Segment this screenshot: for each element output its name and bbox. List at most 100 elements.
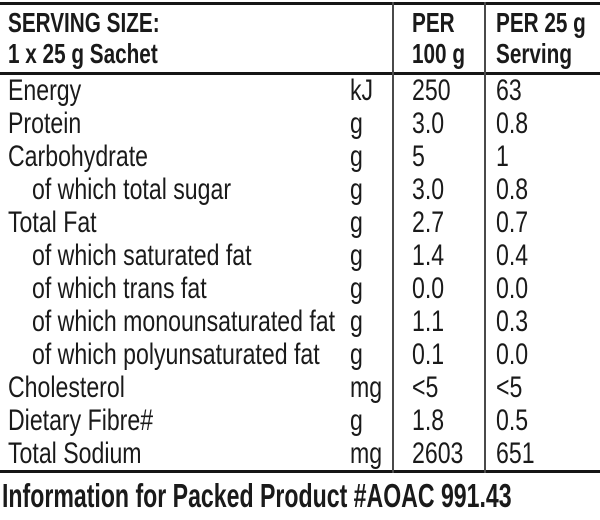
nutrient-unit-cell: mg xyxy=(350,370,392,404)
table-row: Total Sodium mg 2603 651 xyxy=(0,437,600,470)
nutrient-unit-cell: g xyxy=(350,240,392,272)
nutrient-unit-cell: g xyxy=(350,174,392,206)
per-25g-value: 0.0 xyxy=(496,337,529,371)
per-25g-value-cell: 651 xyxy=(484,436,600,470)
per-100g-value-cell: 2.7 xyxy=(392,207,484,239)
nutrient-unit: g xyxy=(350,107,363,141)
table-row: Total Fat g 2.7 0.7 xyxy=(0,207,600,240)
per-100g-value-cell: 5 xyxy=(392,141,484,173)
footer-note: Information for Packed Product #AOAC 991… xyxy=(2,479,600,513)
nutrient-label-cell: Cholesterol xyxy=(0,370,350,404)
nutrient-unit-cell: g xyxy=(350,337,392,371)
per-25g-value: 651 xyxy=(496,436,535,470)
table-top-rule xyxy=(0,2,600,5)
per-25g-value-cell: 0.8 xyxy=(484,174,600,206)
table-row: of which monounsaturated fat g 1.1 0.3 xyxy=(0,305,600,338)
nutrient-label-cell: Dietary Fibre# xyxy=(0,403,350,437)
per-25g-value-cell: <5 xyxy=(484,370,600,404)
nutrient-label: of which polyunsaturated fat xyxy=(32,337,320,371)
per-100g-value-cell: 0.1 xyxy=(392,337,484,371)
nutrient-unit-cell: g xyxy=(350,272,392,305)
per-25g-value: 0.8 xyxy=(496,173,529,207)
per-100g-value: 0.0 xyxy=(412,271,445,305)
nutrient-label-cell: Protein xyxy=(0,108,350,140)
nutrient-unit-cell: mg xyxy=(350,436,392,470)
nutrient-unit: g xyxy=(350,239,363,273)
table-row: Protein g 3.0 0.8 xyxy=(0,108,600,141)
nutrient-label: Total Fat xyxy=(8,206,97,240)
nutrient-label: Total Sodium xyxy=(8,436,142,470)
per-25g-label-line1: PER 25 g xyxy=(496,7,586,38)
column-header-per-100g: PER 100 g xyxy=(412,7,484,69)
per-100g-value-cell: 3.0 xyxy=(392,108,484,140)
nutrient-label: of which saturated fat xyxy=(32,239,252,273)
nutrient-unit: kJ xyxy=(350,74,374,108)
per-25g-value: 0.4 xyxy=(496,239,529,273)
per-25g-value: <5 xyxy=(496,370,523,404)
per-100g-value-cell: 250 xyxy=(392,75,484,107)
per-100g-value: 0.1 xyxy=(412,337,445,371)
serving-size-header: SERVING SIZE: 1 x 25 g Sachet xyxy=(8,7,213,69)
table-bottom-rule xyxy=(0,470,600,473)
nutrient-unit: g xyxy=(350,337,363,371)
nutrient-label: of which monounsaturated fat xyxy=(32,304,336,338)
nutrient-unit: g xyxy=(350,304,363,338)
per-100g-value-cell: 2603 xyxy=(392,437,484,470)
per-25g-value: 0.3 xyxy=(496,304,529,338)
nutrient-unit: g xyxy=(350,173,363,207)
per-25g-value-cell: 1 xyxy=(484,141,600,173)
table-row: Carbohydrate g 5 1 xyxy=(0,141,600,174)
per-25g-value-cell: 0.7 xyxy=(484,207,600,239)
nutrient-unit: g xyxy=(350,140,363,174)
nutrient-label-cell: Total Fat xyxy=(0,207,350,239)
per-25g-value-cell: 0.0 xyxy=(484,337,600,371)
nutrient-label: Protein xyxy=(8,107,82,141)
column-divider-per100 xyxy=(392,2,394,473)
nutrient-label: Cholesterol xyxy=(8,370,125,404)
nutrient-label-cell: Energy xyxy=(0,75,350,107)
nutrient-rows: Energy kJ 250 63 Protein g 3.0 0.8 Carbo… xyxy=(0,75,600,470)
per-100g-value-cell: 1.1 xyxy=(392,304,484,338)
nutrient-label: Dietary Fibre# xyxy=(8,403,154,437)
nutrient-label-cell: of which total sugar xyxy=(0,174,350,206)
nutrient-unit: mg xyxy=(350,370,383,404)
header-separator-rule xyxy=(0,72,600,75)
nutrient-label-cell: of which trans fat xyxy=(0,271,350,305)
table-row: Cholesterol mg <5 <5 xyxy=(0,371,600,404)
nutrient-label-cell: of which saturated fat xyxy=(0,240,350,272)
per-25g-value: 1 xyxy=(496,140,509,174)
nutrient-unit-cell: g xyxy=(350,404,392,437)
per-25g-value-cell: 63 xyxy=(484,75,600,107)
per-100g-value: 250 xyxy=(412,74,451,108)
per-25g-value: 0.0 xyxy=(496,271,529,305)
per-25g-value-cell: 0.8 xyxy=(484,108,600,140)
per-100g-value: 3.0 xyxy=(412,107,445,141)
table-row: of which total sugar g 3.0 0.8 xyxy=(0,174,600,207)
nutrient-label-cell: Carbohydrate xyxy=(0,141,350,173)
per-25g-value: 63 xyxy=(496,74,522,108)
footer-note-text: Information for Packed Product #AOAC 991… xyxy=(2,477,512,514)
per-100g-label-line1: PER xyxy=(412,7,455,38)
nutrient-label: of which trans fat xyxy=(32,271,207,305)
nutrient-unit: g xyxy=(350,206,363,240)
nutrient-label: Carbohydrate xyxy=(8,140,148,174)
per-25g-value-cell: 0.0 xyxy=(484,271,600,305)
nutrient-unit: mg xyxy=(350,436,383,470)
table-row: Energy kJ 250 63 xyxy=(0,75,600,108)
per-100g-value: <5 xyxy=(412,370,439,404)
nutrient-unit-cell: g xyxy=(350,304,392,338)
per-25g-value-cell: 0.3 xyxy=(484,304,600,338)
nutrient-unit-cell: g xyxy=(350,108,392,140)
per-100g-value-cell: 0.0 xyxy=(392,271,484,305)
per-100g-value-cell: 1.4 xyxy=(392,240,484,272)
per-100g-value: 1.1 xyxy=(412,304,445,338)
per-100g-value-cell: 1.8 xyxy=(392,403,484,437)
serving-size-subtitle: 1 x 25 g Sachet xyxy=(8,38,158,69)
column-header-per-25g: PER 25 g Serving xyxy=(496,7,600,69)
per-100g-value: 1.8 xyxy=(412,403,445,437)
per-100g-value: 1.4 xyxy=(412,239,445,273)
per-25g-value: 0.5 xyxy=(496,403,529,437)
per-25g-value-cell: 0.4 xyxy=(484,240,600,272)
table-row: of which saturated fat g 1.4 0.4 xyxy=(0,240,600,273)
per-100g-value: 5 xyxy=(412,140,425,174)
